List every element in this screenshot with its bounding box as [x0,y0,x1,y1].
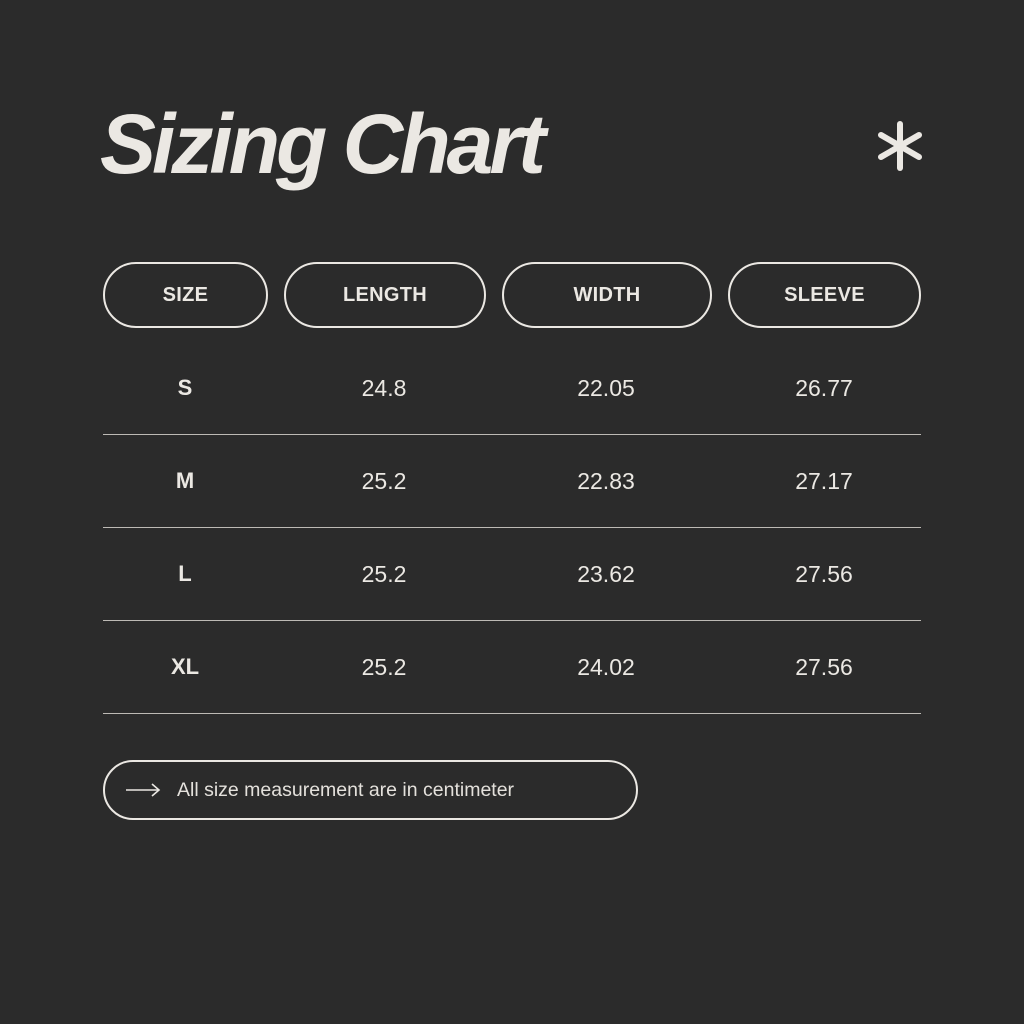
table-row: S 24.8 22.05 26.77 [103,342,921,435]
cell-sleeve: 26.77 [795,374,853,401]
page-title: Sizing Chart [100,97,546,191]
header-sleeve: SLEEVE [728,262,921,328]
note-text: All size measurement are in centimeter [177,778,515,801]
unit-note: All size measurement are in centimeter [103,760,638,820]
asterisk-icon [878,121,922,171]
cell-sleeve: 27.17 [795,467,853,494]
cell-size: L [178,561,192,586]
header-width: WIDTH [502,262,712,328]
cell-width: 22.83 [577,467,635,494]
table-row: M 25.2 22.83 27.17 [103,435,921,528]
arrow-right-icon [126,783,161,797]
header-length: LENGTH [284,262,486,328]
cell-size: S [177,375,193,400]
cell-length: 25.2 [361,560,407,587]
cell-length: 24.8 [361,374,407,401]
cell-width: 24.02 [577,653,635,680]
cell-size: M [175,468,195,493]
table-row: L 25.2 23.62 27.56 [103,528,921,621]
cell-size: XL [170,654,200,679]
cell-sleeve: 27.56 [795,653,853,680]
cell-length: 25.2 [361,653,407,680]
cell-width: 22.05 [577,374,635,401]
table-row: XL 25.2 24.02 27.56 [103,621,921,714]
cell-sleeve: 27.56 [795,560,853,587]
cell-width: 23.62 [577,560,635,587]
header-size: SIZE [103,262,268,328]
cell-length: 25.2 [361,467,407,494]
